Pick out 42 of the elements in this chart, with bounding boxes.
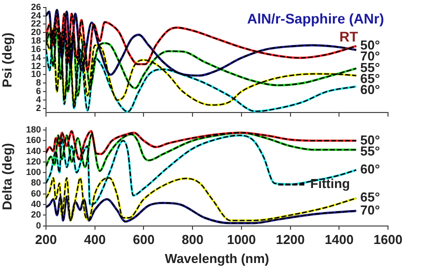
y-axis-title: Psi (deg) <box>0 32 14 88</box>
series-label: 60° <box>360 82 380 97</box>
y-tick-label: 10 <box>30 69 41 80</box>
y-tick-label: 18 <box>30 36 41 46</box>
x-tick-label: 600 <box>132 232 155 248</box>
x-tick-label: 400 <box>84 232 106 248</box>
series-label: 70° <box>360 202 380 218</box>
x-tick-label: 1400 <box>324 232 354 248</box>
y-tick-label: 22 <box>30 18 41 29</box>
y-tick-label: 40 <box>30 199 41 210</box>
y-tick-label: 12 <box>30 60 41 71</box>
annotation: RT <box>339 28 358 44</box>
y-tick-label: 16 <box>30 44 41 54</box>
y-tick-label: 4 <box>36 94 41 104</box>
y-tick-label: 60 <box>30 188 41 198</box>
y-tick-label: 14 <box>30 52 41 62</box>
legend-label: Fitting <box>310 176 350 192</box>
y-axis-title: Delta (deg) <box>0 143 14 210</box>
x-tick-label: 1000 <box>226 232 256 248</box>
x-axis-title: Wavelength (nm) <box>164 250 270 266</box>
y-tick-label: 180 <box>26 124 41 135</box>
y-tick-label: 100 <box>26 167 41 178</box>
y-tick-label: 6 <box>36 86 41 96</box>
series-label: 65° <box>360 190 380 205</box>
y-tick-label: 2 <box>36 102 41 113</box>
y-tick-label: 26 <box>30 2 41 12</box>
series-label: 60° <box>360 162 380 177</box>
y-tick-label: 160 <box>26 135 41 146</box>
x-tick-label: 800 <box>182 232 204 248</box>
chart-title: AlN/r-Sapphire (ANr) <box>247 10 384 26</box>
y-tick-label: 20 <box>30 27 41 38</box>
y-tick-label: 24 <box>30 10 41 20</box>
y-tick-label: 8 <box>36 78 41 88</box>
y-tick-label: 140 <box>26 146 41 156</box>
y-tick-label: 20 <box>30 210 41 220</box>
y-tick-label: 120 <box>26 156 41 166</box>
series-label: 50° <box>360 132 380 148</box>
x-tick-label: 1200 <box>276 232 305 248</box>
x-tick-label: 200 <box>35 232 57 248</box>
x-tick-label: 1600 <box>374 232 402 248</box>
y-tick-label: 80 <box>30 178 41 188</box>
y-tick-label: 0 <box>36 220 41 230</box>
